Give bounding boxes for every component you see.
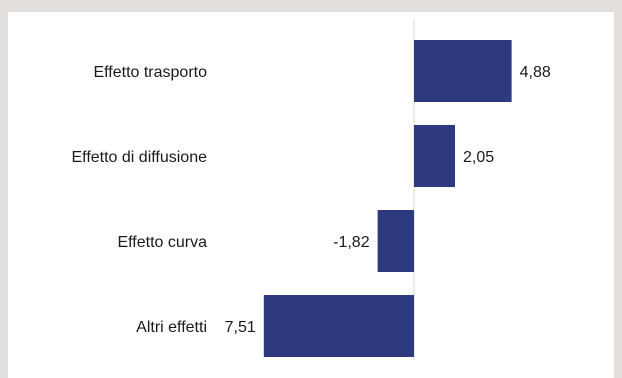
data-label-altri-effetti: 7,51 — [225, 319, 256, 336]
bar-altri-effetti — [263, 295, 414, 357]
data-label-effetto-di-diffusione: 2,05 — [463, 149, 494, 166]
bar-effetto-di-diffusione — [414, 125, 455, 187]
bar-effetto-curva — [377, 210, 414, 272]
data-label-effetto-trasporto: 4,88 — [520, 64, 551, 81]
bar-effetto-trasporto — [414, 40, 512, 102]
category-label-effetto-curva: Effetto curva — [117, 234, 207, 251]
category-label-effetto-trasporto: Effetto trasporto — [93, 64, 207, 81]
category-label-effetto-di-diffusione: Effetto di diffusione — [71, 149, 207, 166]
category-label-altri-effetti: Altri effetti — [136, 319, 207, 336]
data-label-effetto-curva: -1,82 — [333, 234, 370, 251]
